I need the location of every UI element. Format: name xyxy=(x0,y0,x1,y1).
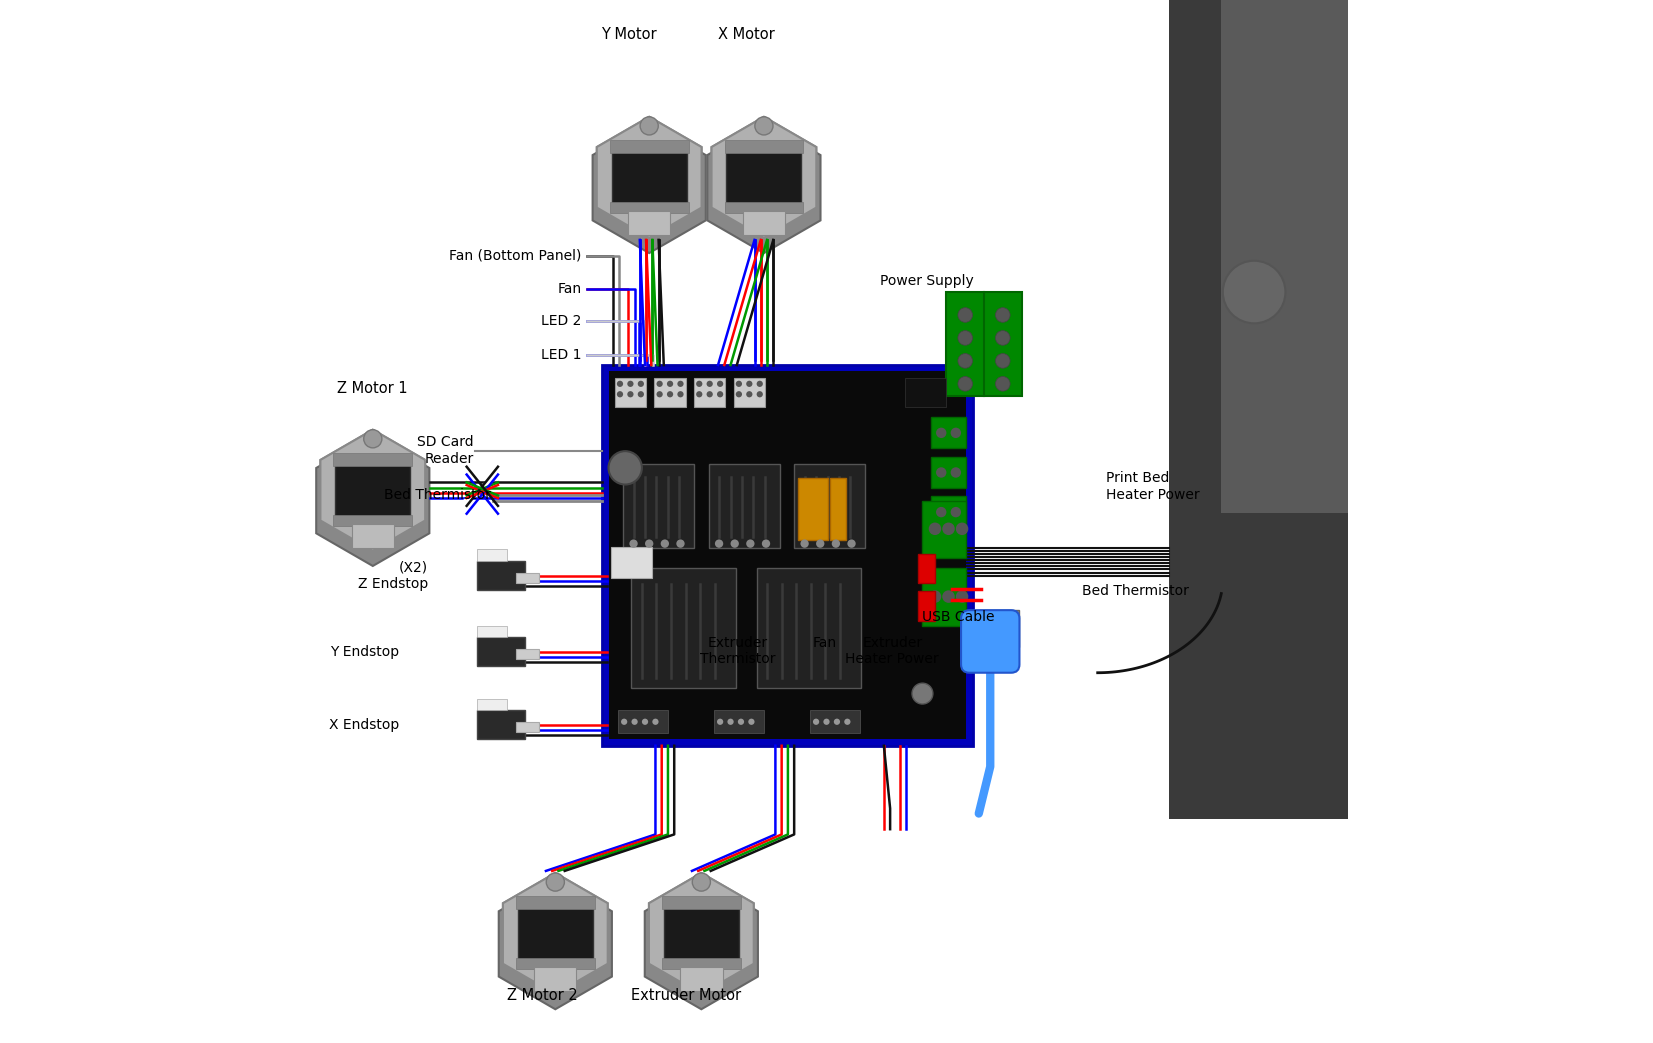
Circle shape xyxy=(746,381,752,387)
Circle shape xyxy=(364,430,382,447)
Circle shape xyxy=(757,381,764,387)
Bar xyxy=(830,478,846,540)
Bar xyxy=(516,896,595,909)
Bar xyxy=(734,378,765,407)
Text: Fan: Fan xyxy=(812,636,836,650)
Bar xyxy=(726,144,802,211)
Bar xyxy=(608,371,967,739)
Circle shape xyxy=(640,117,658,135)
Circle shape xyxy=(746,539,754,548)
Polygon shape xyxy=(645,878,759,1010)
Bar xyxy=(602,365,972,746)
Bar xyxy=(334,514,412,526)
Bar xyxy=(931,417,967,448)
Bar xyxy=(714,710,764,733)
Text: Z Motor 2: Z Motor 2 xyxy=(507,989,579,1003)
Bar xyxy=(336,457,410,524)
Circle shape xyxy=(727,719,734,725)
Circle shape xyxy=(995,331,1010,345)
Bar xyxy=(623,464,694,548)
Circle shape xyxy=(813,719,820,725)
Bar xyxy=(724,140,803,153)
Bar xyxy=(516,722,539,732)
Circle shape xyxy=(717,391,724,397)
Text: Fan (Bottom Panel): Fan (Bottom Panel) xyxy=(450,248,582,263)
Circle shape xyxy=(959,308,972,322)
Circle shape xyxy=(823,719,830,725)
Polygon shape xyxy=(650,873,754,994)
Circle shape xyxy=(831,539,840,548)
Polygon shape xyxy=(593,122,706,253)
Circle shape xyxy=(848,539,856,548)
Polygon shape xyxy=(503,873,608,994)
Bar xyxy=(922,501,967,558)
Circle shape xyxy=(678,391,684,397)
Bar xyxy=(724,201,803,213)
Circle shape xyxy=(942,590,955,603)
Circle shape xyxy=(936,507,947,517)
Text: LED 1: LED 1 xyxy=(541,347,582,362)
Circle shape xyxy=(1223,261,1286,323)
Circle shape xyxy=(936,428,947,438)
Circle shape xyxy=(617,391,623,397)
Bar xyxy=(947,292,1022,396)
Text: Bed Thermistor: Bed Thermistor xyxy=(1083,584,1189,598)
Circle shape xyxy=(545,873,564,891)
Circle shape xyxy=(717,381,724,387)
Polygon shape xyxy=(650,873,754,994)
Circle shape xyxy=(693,873,711,891)
Bar xyxy=(922,568,967,626)
Bar xyxy=(610,201,689,213)
Circle shape xyxy=(762,539,770,548)
Circle shape xyxy=(706,391,712,397)
Circle shape xyxy=(714,539,724,548)
Circle shape xyxy=(912,683,932,704)
Polygon shape xyxy=(503,873,608,994)
Circle shape xyxy=(626,381,633,387)
Bar xyxy=(793,464,865,548)
Bar xyxy=(534,967,577,992)
Circle shape xyxy=(676,539,684,548)
Bar xyxy=(612,144,686,211)
Circle shape xyxy=(661,539,669,548)
Bar xyxy=(757,568,861,688)
Bar xyxy=(919,554,936,583)
Circle shape xyxy=(645,539,653,548)
Circle shape xyxy=(653,719,658,725)
Bar xyxy=(655,378,686,407)
Text: LED 2: LED 2 xyxy=(541,314,582,329)
Bar xyxy=(476,550,507,561)
Bar xyxy=(476,699,507,710)
Circle shape xyxy=(737,719,744,725)
Circle shape xyxy=(929,523,941,535)
Circle shape xyxy=(736,381,742,387)
Bar xyxy=(919,591,936,621)
Circle shape xyxy=(641,719,648,725)
Circle shape xyxy=(626,391,633,397)
Bar xyxy=(476,710,526,739)
Bar xyxy=(904,378,947,407)
Polygon shape xyxy=(321,430,425,551)
Circle shape xyxy=(666,391,673,397)
Text: Z Motor 1: Z Motor 1 xyxy=(337,382,408,396)
Circle shape xyxy=(955,523,969,535)
Circle shape xyxy=(666,381,673,387)
Text: Y Endstop: Y Endstop xyxy=(329,645,398,659)
Circle shape xyxy=(929,590,941,603)
Circle shape xyxy=(696,391,703,397)
Text: Y Motor: Y Motor xyxy=(600,27,656,42)
Text: Fan: Fan xyxy=(557,282,582,296)
Bar xyxy=(610,140,689,153)
Circle shape xyxy=(656,381,663,387)
Circle shape xyxy=(995,354,1010,368)
Polygon shape xyxy=(316,435,430,566)
Bar xyxy=(618,710,668,733)
Text: (X2)
Z Endstop: (X2) Z Endstop xyxy=(357,561,428,590)
Bar xyxy=(516,649,539,659)
Bar xyxy=(661,957,741,969)
Circle shape xyxy=(696,381,703,387)
Bar xyxy=(476,561,526,590)
Bar xyxy=(631,568,736,688)
Circle shape xyxy=(942,523,955,535)
Bar xyxy=(352,524,393,549)
